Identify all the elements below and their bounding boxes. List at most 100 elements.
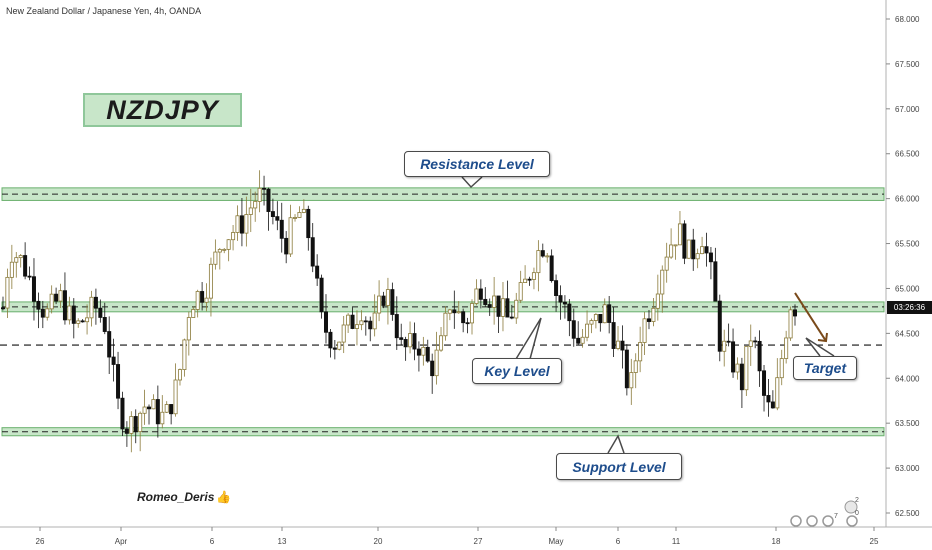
candle-body: [226, 239, 231, 250]
candle-body: [443, 312, 448, 337]
candle-body: [0, 307, 6, 310]
candle-body: [576, 337, 581, 344]
candle-body: [147, 406, 152, 410]
candle-body: [164, 404, 169, 413]
candle-body: [514, 299, 519, 319]
candle-body: [116, 364, 121, 399]
candle-body: [757, 340, 762, 372]
candle-body: [217, 249, 222, 253]
candle-body: [536, 250, 541, 274]
time-tick-label: 20: [374, 537, 383, 546]
candle-body: [98, 307, 103, 318]
candle-body: [151, 399, 156, 410]
candle-body: [660, 269, 665, 295]
target-callout-pointer: [805, 337, 835, 357]
candle-body: [248, 207, 253, 215]
candle-body: [284, 237, 289, 255]
candle-body: [779, 358, 784, 379]
candle-body: [253, 201, 258, 209]
candle-body: [275, 216, 280, 221]
candle-body: [23, 255, 28, 277]
candle-body: [731, 341, 736, 373]
candle-body: [766, 395, 771, 403]
candle-body: [571, 320, 576, 339]
price-tick-label: 66.000: [895, 195, 920, 204]
candle-body: [244, 214, 249, 234]
candle-body: [239, 215, 244, 234]
candle-body: [624, 349, 629, 389]
candle-body: [40, 308, 45, 318]
candle-body: [67, 305, 72, 321]
candle-body: [129, 416, 134, 434]
watermark-ring-icon: [790, 515, 802, 527]
candle-body: [545, 255, 550, 258]
candle-body: [500, 298, 505, 317]
time-tick-label: 25: [870, 537, 879, 546]
candle-body: [390, 289, 395, 315]
author-name: Romeo_Deris: [137, 490, 215, 504]
candle-body: [93, 296, 98, 309]
time-tick-label: Apr: [115, 537, 128, 546]
candle-body: [784, 337, 789, 359]
candle-body: [62, 290, 67, 321]
candle-body: [505, 298, 510, 318]
candle-body: [124, 428, 129, 434]
candle-body: [642, 318, 647, 343]
candle-body: [102, 317, 107, 332]
candle-body: [664, 256, 669, 271]
candle-body: [708, 252, 713, 263]
candle-body: [651, 307, 656, 322]
candle-body: [762, 370, 767, 396]
candle-body: [76, 320, 81, 324]
price-tick-label: 65.000: [895, 284, 920, 293]
candle-body: [722, 340, 727, 352]
candle-body: [270, 211, 275, 218]
candle-body: [368, 320, 373, 330]
candle-body: [793, 309, 798, 317]
price-tick-label: 64.000: [895, 374, 920, 383]
candle-body: [518, 282, 523, 301]
time-tick-label: 6: [210, 537, 215, 546]
candle-body: [416, 348, 421, 356]
support-callout-pointer: [607, 434, 625, 454]
candle-body: [204, 297, 209, 303]
candle-body: [49, 293, 54, 310]
resistance-level-callout: Resistance Level: [404, 151, 550, 177]
plot-area: [0, 0, 886, 527]
candle-body: [487, 304, 492, 308]
candle-body: [337, 341, 342, 350]
candle-body: [80, 320, 85, 323]
candle-body: [691, 239, 696, 260]
candle-body: [677, 223, 682, 246]
candle-body: [195, 291, 200, 310]
candle-body: [620, 340, 625, 351]
candle-body: [332, 347, 337, 350]
candle-body: [478, 288, 483, 300]
candle-body: [412, 333, 417, 350]
thumbs-up-icon: 👍: [216, 490, 232, 504]
candle-body: [58, 290, 63, 302]
candle-body: [372, 312, 377, 330]
target-arrow-head: [817, 332, 828, 343]
candle-body: [753, 340, 758, 343]
support-level-callout: Support Level: [556, 453, 682, 480]
candle-body: [107, 331, 112, 358]
candle-body: [425, 346, 430, 362]
price-tick-label: 62.500: [895, 509, 920, 518]
candle-body: [629, 372, 634, 389]
candle-body: [598, 314, 603, 324]
candle-body: [434, 349, 439, 377]
candle-body: [770, 401, 775, 409]
candle-body: [567, 303, 572, 322]
candle-body: [483, 298, 488, 305]
candle-body: [580, 336, 585, 344]
candle-body: [155, 399, 160, 425]
candle-body: [71, 305, 76, 324]
time-tick-label: 27: [474, 537, 483, 546]
candle-body: [633, 360, 638, 373]
author-signature: Romeo_Deris 👍: [137, 490, 231, 504]
key-level-callout: Key Level: [472, 358, 562, 384]
current-price-tag: 03:26:36: [887, 301, 932, 314]
candle-body: [257, 187, 262, 202]
